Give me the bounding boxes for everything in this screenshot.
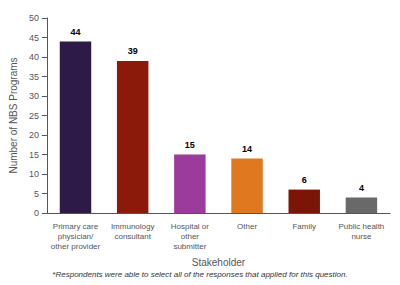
svg-text:25: 25 bbox=[29, 111, 39, 121]
svg-text:Other: Other bbox=[237, 222, 257, 231]
svg-text:Immunology: Immunology bbox=[111, 222, 155, 231]
svg-text:consultant: consultant bbox=[114, 232, 151, 241]
svg-text:45: 45 bbox=[29, 33, 39, 43]
svg-text:6: 6 bbox=[302, 175, 307, 185]
svg-text:*Respondents were able to sele: *Respondents were able to select all of … bbox=[52, 270, 347, 279]
svg-text:4: 4 bbox=[359, 183, 364, 193]
svg-text:nurse: nurse bbox=[351, 232, 372, 241]
svg-text:submitter: submitter bbox=[173, 242, 206, 251]
svg-text:30: 30 bbox=[29, 91, 39, 101]
svg-text:40: 40 bbox=[29, 52, 39, 62]
svg-text:5: 5 bbox=[34, 189, 39, 199]
svg-text:physician/: physician/ bbox=[58, 232, 94, 241]
svg-text:other: other bbox=[181, 232, 200, 241]
svg-text:Number of NBS Programs: Number of NBS Programs bbox=[8, 57, 19, 173]
svg-text:Primary care: Primary care bbox=[53, 222, 99, 231]
svg-text:50: 50 bbox=[29, 13, 39, 23]
svg-text:20: 20 bbox=[29, 130, 39, 140]
svg-text:15: 15 bbox=[29, 150, 39, 160]
svg-text:Hospital or: Hospital or bbox=[171, 222, 210, 231]
svg-text:14: 14 bbox=[242, 144, 252, 154]
svg-text:39: 39 bbox=[128, 46, 138, 56]
svg-text:other provider: other provider bbox=[51, 242, 101, 251]
svg-text:15: 15 bbox=[185, 140, 195, 150]
svg-text:Stakeholder: Stakeholder bbox=[192, 257, 246, 268]
svg-text:Public health: Public health bbox=[339, 222, 385, 231]
svg-text:44: 44 bbox=[70, 27, 80, 37]
svg-text:0: 0 bbox=[34, 208, 39, 218]
svg-text:10: 10 bbox=[29, 169, 39, 179]
svg-text:Family: Family bbox=[292, 222, 316, 231]
svg-text:35: 35 bbox=[29, 72, 39, 82]
